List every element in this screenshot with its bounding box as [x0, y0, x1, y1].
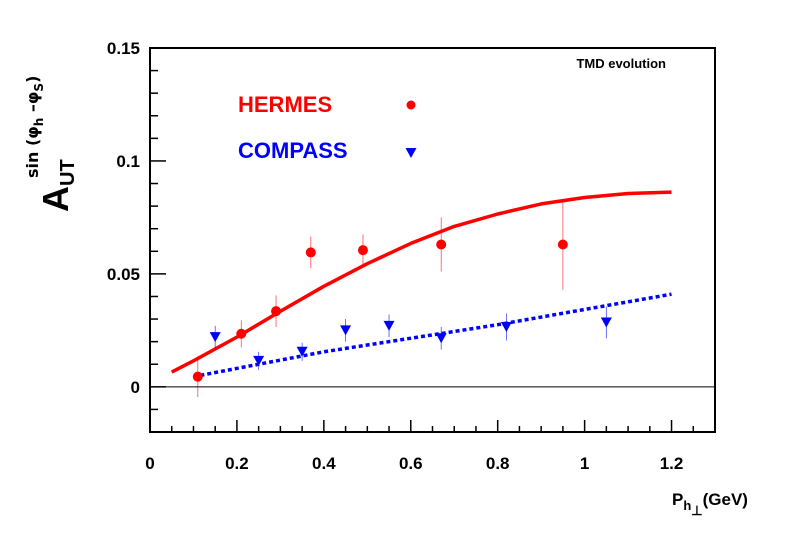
- hermes-point: [236, 328, 247, 339]
- x-axis-label: Ph⊥(GeV): [672, 490, 748, 518]
- y-tick-label: 0.15: [107, 39, 140, 58]
- x-tick-label: 1: [580, 454, 589, 473]
- y-tick-label: 0: [131, 378, 140, 397]
- compass-point: [209, 332, 221, 343]
- axis-ticks: [149, 47, 716, 433]
- hermes-point: [557, 239, 568, 250]
- y-tick-label: 0.05: [107, 265, 140, 284]
- y-axis-label: AUT sin (φh –φS): [23, 76, 79, 212]
- legend-label-compass: COMPASS: [238, 138, 348, 163]
- x-tick-label: 0.6: [399, 454, 423, 473]
- x-tick-label: 0: [145, 454, 154, 473]
- hermes-point: [436, 239, 447, 250]
- compass-point: [340, 325, 352, 336]
- compass-point: [500, 321, 512, 332]
- x-tick-label: 0.8: [486, 454, 510, 473]
- fit-curves: [170, 190, 672, 379]
- annotation: TMD evolution: [576, 56, 666, 71]
- y-tick-label: 0.1: [116, 152, 140, 171]
- plot-frame: [149, 47, 716, 433]
- x-tick-label: 0.2: [225, 454, 249, 473]
- compass-point: [253, 355, 265, 366]
- legend-label-hermes: HERMES: [238, 92, 332, 117]
- hermes-point: [357, 245, 368, 256]
- svg-text:Ph⊥(GeV): Ph⊥(GeV): [672, 490, 748, 518]
- legend-marker-compass: [405, 148, 417, 158]
- x-tick-label: 1.2: [660, 454, 684, 473]
- compass-fit-curve: [193, 292, 672, 379]
- svg-text:AUT: AUT: [35, 159, 79, 212]
- hermes-point: [271, 306, 282, 317]
- compass-point: [383, 320, 395, 331]
- data-points: [192, 199, 612, 397]
- hermes-fit-curve: [170, 190, 672, 374]
- svg-text:sin (φh –φS): sin (φh –φS): [23, 76, 46, 178]
- legend-marker-hermes: [406, 100, 416, 110]
- x-tick-label: 0.4: [312, 454, 336, 473]
- compass-point: [296, 346, 308, 357]
- hermes-point: [305, 247, 316, 258]
- compass-point: [600, 317, 612, 328]
- tick-labels: 0 0.2 0.4 0.6 0.8 1 1.2 0 0.05 0.1 0.15: [107, 39, 683, 473]
- hermes-point: [192, 371, 203, 382]
- compass-point: [435, 333, 447, 344]
